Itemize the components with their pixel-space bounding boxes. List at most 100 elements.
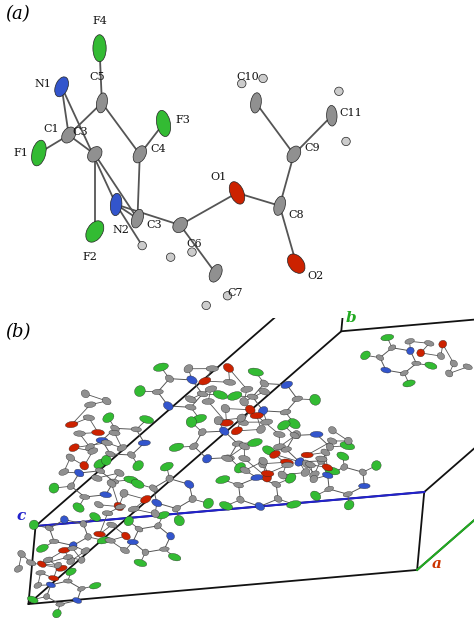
Ellipse shape — [388, 345, 396, 350]
Ellipse shape — [188, 248, 196, 256]
Ellipse shape — [107, 480, 116, 487]
Ellipse shape — [77, 586, 85, 592]
Text: b: b — [346, 311, 356, 325]
Ellipse shape — [49, 539, 59, 543]
Ellipse shape — [85, 444, 94, 451]
Ellipse shape — [229, 182, 245, 204]
Ellipse shape — [94, 531, 105, 537]
Ellipse shape — [34, 583, 42, 588]
Ellipse shape — [305, 462, 315, 467]
Ellipse shape — [209, 264, 222, 282]
Ellipse shape — [103, 413, 114, 422]
Ellipse shape — [140, 496, 151, 503]
Ellipse shape — [26, 560, 36, 566]
Ellipse shape — [237, 414, 246, 422]
Ellipse shape — [340, 442, 355, 450]
Ellipse shape — [361, 351, 370, 359]
Ellipse shape — [287, 146, 301, 163]
Ellipse shape — [18, 550, 26, 557]
Ellipse shape — [223, 291, 232, 300]
Ellipse shape — [198, 429, 206, 436]
Ellipse shape — [292, 431, 301, 439]
Ellipse shape — [328, 438, 337, 444]
Ellipse shape — [321, 449, 330, 456]
Ellipse shape — [273, 444, 285, 449]
Ellipse shape — [342, 137, 350, 146]
Ellipse shape — [261, 419, 273, 425]
Ellipse shape — [120, 547, 129, 554]
Ellipse shape — [124, 476, 138, 484]
Ellipse shape — [73, 503, 84, 512]
Ellipse shape — [316, 456, 327, 462]
Ellipse shape — [290, 432, 299, 439]
Ellipse shape — [237, 496, 244, 503]
Ellipse shape — [221, 404, 230, 413]
Text: C4: C4 — [150, 144, 165, 154]
Ellipse shape — [32, 140, 46, 166]
Ellipse shape — [376, 355, 384, 361]
Ellipse shape — [140, 415, 154, 424]
Ellipse shape — [43, 557, 53, 563]
Ellipse shape — [241, 386, 253, 392]
Ellipse shape — [81, 390, 90, 398]
Ellipse shape — [203, 498, 213, 509]
Ellipse shape — [425, 362, 437, 369]
Ellipse shape — [138, 241, 146, 249]
Ellipse shape — [67, 557, 75, 565]
Ellipse shape — [325, 486, 334, 492]
Ellipse shape — [273, 431, 285, 437]
Ellipse shape — [274, 496, 282, 502]
Ellipse shape — [280, 410, 291, 415]
Ellipse shape — [55, 562, 62, 568]
Ellipse shape — [310, 475, 318, 483]
Ellipse shape — [61, 516, 68, 523]
Ellipse shape — [272, 481, 281, 487]
Ellipse shape — [328, 426, 337, 434]
Text: C9: C9 — [304, 143, 319, 153]
Ellipse shape — [155, 523, 162, 529]
Ellipse shape — [102, 397, 111, 405]
Ellipse shape — [325, 467, 340, 475]
Ellipse shape — [219, 427, 229, 435]
Ellipse shape — [185, 404, 196, 410]
Ellipse shape — [105, 538, 115, 543]
Ellipse shape — [259, 457, 267, 465]
Ellipse shape — [288, 254, 305, 273]
Ellipse shape — [56, 602, 64, 606]
Ellipse shape — [81, 548, 90, 554]
Ellipse shape — [94, 459, 106, 469]
Ellipse shape — [101, 455, 111, 466]
Ellipse shape — [165, 375, 173, 383]
Text: O2: O2 — [307, 271, 323, 282]
Ellipse shape — [322, 464, 333, 471]
Ellipse shape — [239, 455, 250, 462]
Ellipse shape — [90, 512, 100, 521]
Ellipse shape — [439, 340, 447, 348]
Ellipse shape — [302, 460, 310, 467]
Ellipse shape — [247, 394, 258, 399]
Text: C6: C6 — [187, 239, 202, 249]
Ellipse shape — [96, 437, 108, 443]
Ellipse shape — [62, 127, 76, 143]
Ellipse shape — [97, 537, 110, 544]
Ellipse shape — [223, 363, 234, 372]
Ellipse shape — [281, 447, 292, 452]
Ellipse shape — [109, 430, 120, 436]
Ellipse shape — [213, 390, 228, 399]
Ellipse shape — [127, 539, 138, 545]
Ellipse shape — [48, 575, 59, 581]
Ellipse shape — [251, 93, 261, 113]
Ellipse shape — [463, 364, 472, 370]
Ellipse shape — [372, 460, 381, 471]
Ellipse shape — [220, 420, 233, 426]
Ellipse shape — [250, 412, 264, 419]
Ellipse shape — [94, 502, 103, 508]
Ellipse shape — [199, 377, 211, 385]
Ellipse shape — [281, 459, 293, 466]
Ellipse shape — [69, 444, 79, 451]
Ellipse shape — [295, 458, 304, 466]
Ellipse shape — [285, 473, 296, 483]
Ellipse shape — [343, 492, 352, 497]
Ellipse shape — [128, 506, 139, 512]
Ellipse shape — [344, 500, 354, 510]
